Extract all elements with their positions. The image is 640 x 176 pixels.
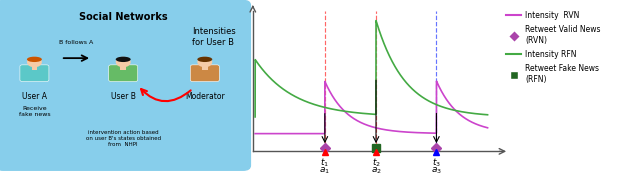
FancyBboxPatch shape: [109, 65, 138, 81]
Text: Social Networks: Social Networks: [79, 12, 168, 23]
Bar: [202, 66, 207, 70]
Ellipse shape: [116, 57, 131, 67]
Text: $a_3$: $a_3$: [431, 165, 442, 176]
Bar: [31, 66, 37, 70]
Ellipse shape: [27, 57, 42, 62]
Text: User A: User A: [22, 92, 47, 101]
Text: B follows A: B follows A: [60, 40, 93, 45]
Text: $t_3$: $t_3$: [432, 157, 441, 169]
Text: User B: User B: [111, 92, 136, 101]
Text: intervention action based
on user B's states obtained
from  NHPI: intervention action based on user B's st…: [86, 130, 161, 147]
Text: $t_1$: $t_1$: [321, 157, 330, 169]
Ellipse shape: [197, 57, 212, 62]
Ellipse shape: [197, 57, 212, 67]
Text: $t_2$: $t_2$: [372, 157, 380, 169]
Ellipse shape: [116, 57, 131, 62]
Text: Moderator: Moderator: [185, 92, 225, 101]
Ellipse shape: [27, 57, 42, 67]
FancyBboxPatch shape: [190, 65, 220, 81]
FancyBboxPatch shape: [0, 1, 250, 170]
FancyBboxPatch shape: [20, 65, 49, 81]
Text: Intensities
for User B: Intensities for User B: [192, 27, 236, 47]
Text: $a_2$: $a_2$: [371, 165, 381, 176]
Text: $a_1$: $a_1$: [319, 165, 330, 176]
Legend: Intensity  RVN, Retweet Valid News
(RVN), Intensity RFN, Retweet Fake News
(RFN): Intensity RVN, Retweet Valid News (RVN),…: [506, 11, 601, 84]
Bar: [120, 66, 126, 70]
Text: Receive
fake news: Receive fake news: [19, 106, 50, 117]
